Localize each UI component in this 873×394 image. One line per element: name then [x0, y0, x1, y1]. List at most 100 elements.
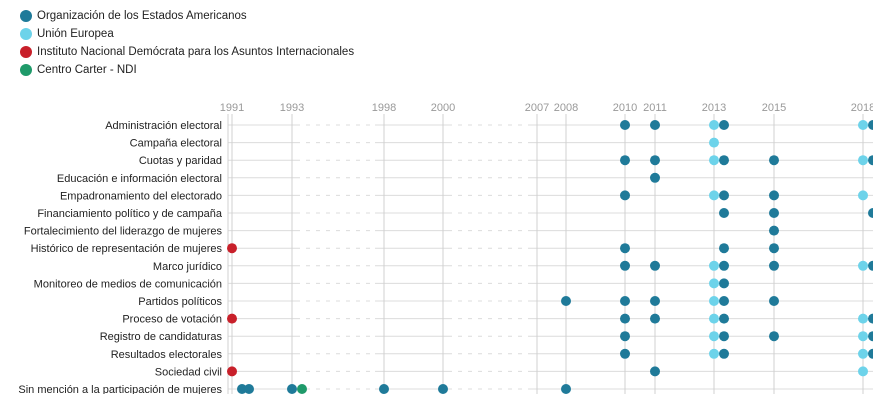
legend-label: Instituto Nacional Demócrata para los As…: [37, 46, 355, 58]
data-point: [650, 366, 660, 377]
data-point: [244, 384, 254, 394]
data-point: [297, 384, 307, 394]
x-tick-label: 2015: [762, 102, 786, 114]
data-point: [769, 155, 779, 166]
x-tick-label: 2011: [643, 102, 667, 114]
legend-swatch: [20, 46, 32, 58]
data-point: [650, 296, 660, 306]
data-point: [620, 331, 630, 342]
data-point: [620, 243, 630, 254]
data-point: [650, 172, 660, 183]
data-point: [237, 384, 247, 394]
legend-swatch: [20, 28, 32, 40]
data-point: [719, 190, 729, 201]
data-point: [719, 260, 729, 271]
data-point: [719, 313, 729, 324]
data-point: [719, 243, 729, 254]
legend-item: Unión Europea: [20, 25, 114, 43]
data-point: [858, 190, 868, 201]
data-point: [868, 260, 873, 271]
data-point: [287, 384, 297, 394]
row-label: Campaña electoral: [130, 138, 222, 150]
data-point: [769, 296, 779, 306]
x-tick-label: 2013: [702, 102, 726, 114]
data-point: [769, 190, 779, 201]
row-label: Empadronamiento del electorado: [60, 190, 222, 202]
legend-swatch: [20, 10, 32, 22]
row-label: Administración electoral: [105, 120, 222, 132]
data-point: [379, 384, 389, 394]
data-point: [650, 313, 660, 324]
data-point: [868, 331, 873, 342]
data-point: [719, 155, 729, 166]
data-point: [620, 155, 630, 166]
data-point: [868, 348, 873, 359]
data-point: [769, 260, 779, 271]
x-tick-label: 1993: [280, 102, 304, 114]
data-point: [858, 313, 868, 324]
data-point: [561, 296, 571, 306]
legend-label: Organización de los Estados Americanos: [37, 10, 247, 22]
legend-label: Unión Europea: [37, 28, 114, 40]
data-point: [868, 155, 873, 166]
x-tick-label: 2000: [431, 102, 455, 114]
data-point: [709, 155, 719, 166]
data-point: [858, 260, 868, 271]
data-point: [709, 313, 719, 324]
x-tick-label: 2018: [851, 102, 873, 114]
row-label: Registro de candidaturas: [100, 331, 223, 343]
data-point: [650, 155, 660, 166]
data-point: [709, 331, 719, 342]
data-point: [858, 155, 868, 166]
row-label: Educación e información electoral: [57, 173, 222, 185]
data-point: [868, 313, 873, 324]
data-point: [650, 120, 660, 130]
data-point: [858, 348, 868, 359]
data-point: [709, 120, 719, 130]
data-point: [858, 331, 868, 342]
data-point: [868, 120, 873, 130]
data-point: [769, 225, 779, 236]
data-point: [620, 348, 630, 359]
x-tick-label: 2008: [554, 102, 578, 114]
x-tick-label: 2007: [525, 102, 549, 114]
data-point: [620, 190, 630, 201]
data-point: [709, 260, 719, 271]
x-tick-label: 2010: [613, 102, 637, 114]
legend-item: Instituto Nacional Demócrata para los As…: [20, 43, 354, 61]
data-point: [868, 208, 873, 218]
data-point: [227, 243, 237, 254]
data-point: [719, 348, 729, 359]
row-label: Cuotas y paridad: [139, 155, 222, 167]
data-point: [227, 366, 237, 377]
data-point: [438, 384, 448, 394]
legend-label: Centro Carter - NDI: [37, 64, 137, 76]
row-label: Marco jurídico: [153, 261, 222, 273]
data-point: [709, 190, 719, 201]
legend-item: Organización de los Estados Americanos: [20, 7, 247, 25]
row-label: Histórico de representación de mujeres: [31, 243, 223, 255]
legend-swatch: [20, 64, 32, 76]
data-point: [709, 278, 719, 289]
data-point: [620, 296, 630, 306]
legend-item: Centro Carter - NDI: [20, 61, 137, 79]
row-label: Monitoreo de medios de comunicación: [34, 278, 222, 290]
row-label: Proceso de votación: [122, 314, 222, 326]
data-point: [719, 331, 729, 342]
data-point: [769, 331, 779, 342]
data-point: [709, 296, 719, 306]
data-point: [561, 384, 571, 394]
data-point: [709, 137, 719, 148]
data-point: [709, 348, 719, 359]
row-label: Fortalecimiento del liderazgo de mujeres: [24, 226, 223, 238]
data-point: [650, 260, 660, 271]
data-point: [227, 313, 237, 324]
row-label: Sin mención a la participación de mujere…: [18, 384, 222, 394]
data-point: [620, 120, 630, 130]
data-point: [620, 313, 630, 324]
data-point: [719, 278, 729, 289]
row-label: Sociedad civil: [155, 366, 222, 378]
row-label: Partidos políticos: [138, 296, 222, 308]
x-tick-label: 1991: [220, 102, 244, 114]
row-label: Financiamiento político y de campaña: [37, 208, 223, 220]
